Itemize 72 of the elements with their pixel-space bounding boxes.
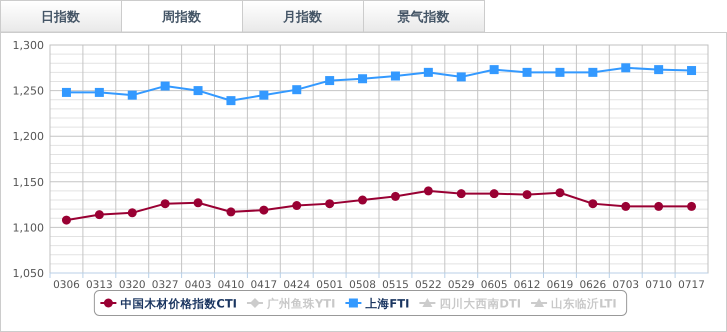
x-tick-label: 0710 [645, 279, 672, 291]
point [358, 74, 368, 84]
x-tick-label: 0612 [514, 279, 540, 291]
x-tick-label: 0515 [382, 279, 409, 291]
y-tick-label: 1,100 [12, 221, 44, 234]
x-tick-label: 0313 [86, 279, 113, 291]
point [62, 88, 71, 97]
point [194, 86, 203, 96]
point [390, 72, 400, 81]
x-tick-label: 0410 [218, 279, 244, 291]
point [555, 68, 564, 77]
y-tick-label: 1,300 [12, 39, 44, 52]
point [94, 88, 104, 97]
point [687, 202, 696, 211]
y-tick-label: 1,150 [12, 176, 44, 189]
x-tick-label: 0508 [349, 279, 376, 291]
x-tick-label: 0320 [118, 279, 146, 291]
text: 周指数 [161, 10, 202, 25]
point [160, 199, 170, 208]
point [259, 90, 268, 100]
y-tick-label: 1,250 [12, 84, 44, 98]
y-tick-label: 1,050 [12, 267, 44, 280]
text: 月指数 [282, 10, 323, 25]
point [687, 66, 696, 76]
point [654, 65, 664, 74]
legend-label: 上海FTI [364, 296, 410, 310]
point [325, 76, 334, 86]
point [588, 68, 598, 77]
point [128, 208, 137, 218]
point [128, 90, 137, 100]
point [226, 207, 236, 216]
point [490, 189, 499, 198]
point [522, 190, 532, 200]
x-tick-label: 0529 [448, 279, 475, 291]
x-tick-label: 0619 [546, 279, 574, 291]
point [621, 63, 630, 72]
point [654, 202, 664, 211]
point [424, 186, 433, 196]
point [94, 210, 104, 220]
y-tick-label: 1,200 [12, 130, 44, 144]
point [259, 206, 268, 215]
point [160, 82, 170, 91]
text: 景气指数 [396, 10, 450, 25]
point [456, 189, 466, 198]
x-tick-label: 0417 [250, 279, 278, 291]
x-tick-label: 0327 [152, 279, 179, 291]
point [490, 65, 499, 74]
point [292, 201, 302, 210]
point [456, 72, 466, 82]
point [62, 216, 71, 225]
point [194, 198, 203, 208]
point [325, 199, 334, 208]
x-tick-label: 0501 [316, 279, 344, 291]
x-tick-label: 0717 [678, 279, 705, 291]
x-tick-label: 0626 [579, 279, 607, 291]
x-tick-label: 0605 [480, 279, 508, 291]
point [358, 196, 368, 205]
point [621, 202, 630, 211]
point [588, 199, 598, 208]
point [555, 188, 564, 198]
text: 日指数 [41, 10, 81, 25]
point [424, 68, 433, 77]
point [390, 192, 400, 201]
x-tick-label: 0403 [184, 279, 212, 291]
x-tick-label: 0424 [283, 279, 310, 291]
x-tick-label: 0522 [414, 279, 442, 291]
point [522, 68, 532, 77]
point [226, 96, 236, 106]
x-tick-label: 0703 [612, 279, 640, 291]
x-tick-label: 0306 [53, 279, 80, 291]
legend-label: 中国木材价格指数CTI [120, 296, 237, 310]
point [292, 85, 302, 94]
